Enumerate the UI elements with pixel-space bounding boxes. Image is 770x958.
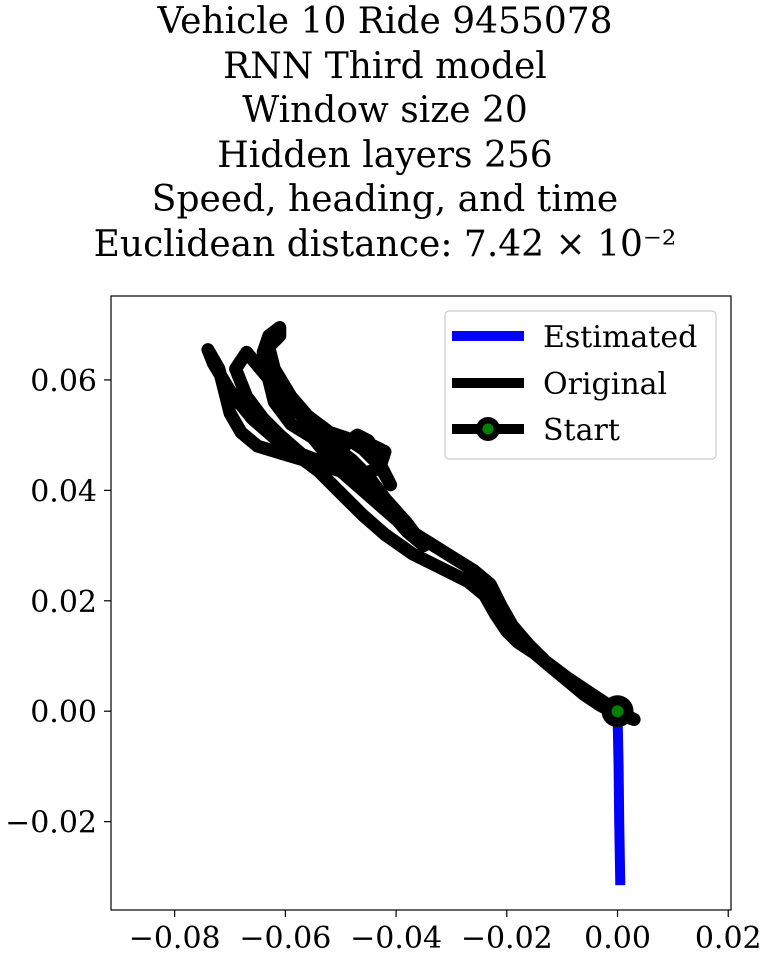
x-tick-label: −0.04 <box>350 921 442 956</box>
x-tick-label: −0.02 <box>461 921 553 956</box>
x-tick-label: 0.00 <box>584 921 651 956</box>
title-line-2: RNN Third model <box>223 45 547 87</box>
title-line-6: Euclidean distance: 7.42 × 10⁻² <box>93 223 677 265</box>
plot-frame <box>110 295 732 911</box>
title-line-5: Speed, heading, and time <box>151 179 619 220</box>
chart-title: Vehicle 10 Ride 9455078 RNN Third model … <box>0 0 770 267</box>
legend-estimated-label: Estimated <box>543 320 697 355</box>
x-tick-label: −0.06 <box>239 921 331 956</box>
series-estimated-line <box>612 711 626 886</box>
y-tick-label: 0.00 <box>30 695 97 730</box>
start-marker-dot <box>611 705 624 718</box>
axis-layer: −0.08 −0.06 −0.04 −0.02 0.00 0.02 −0.02 0.00 0.0… <box>5 364 762 956</box>
x-tick-label: −0.08 <box>129 921 221 956</box>
title-line-1: Vehicle 10 Ride 9455078 <box>157 1 613 42</box>
legend-start-marker-dot <box>482 423 494 435</box>
y-tick-label: 0.04 <box>30 474 97 509</box>
title-line-3: Window size 20 <box>242 90 528 131</box>
series-layer <box>201 321 641 886</box>
y-tick-label: 0.02 <box>30 585 97 620</box>
series-original-line <box>201 321 641 726</box>
y-tick-label: −0.02 <box>5 806 97 841</box>
legend-box <box>444 310 717 460</box>
legend-start-label: Start <box>543 413 620 448</box>
legend-original-label: Original <box>543 367 667 402</box>
x-tick-label: 0.02 <box>695 921 762 956</box>
legend: Estimated Original Start <box>444 310 717 460</box>
title-line-4: Hidden layers 256 <box>217 134 553 176</box>
y-tick-label: 0.06 <box>30 364 97 399</box>
